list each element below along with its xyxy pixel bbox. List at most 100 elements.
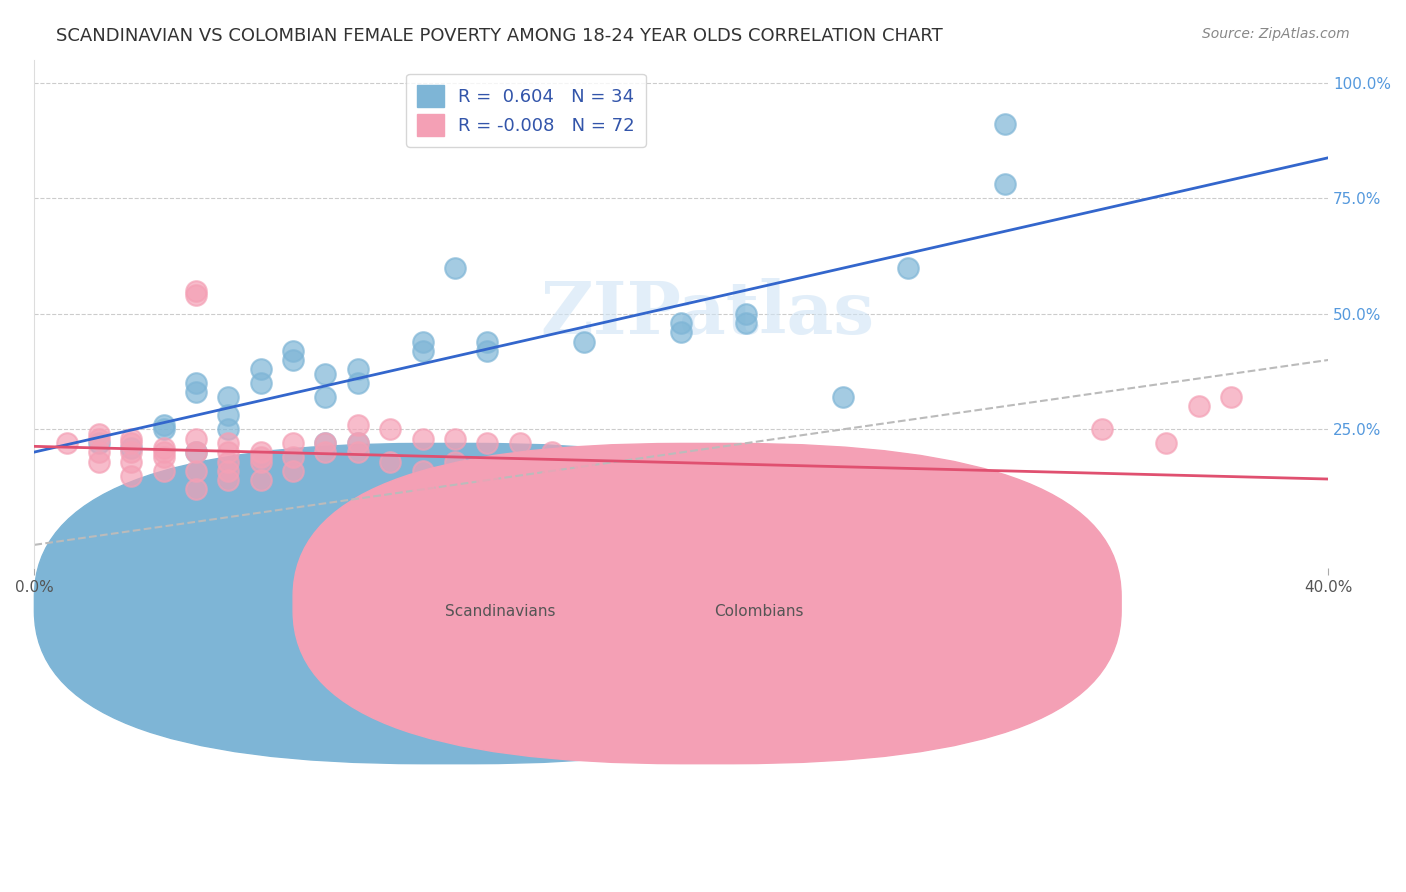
- Point: [314, 436, 336, 450]
- Point: [574, 483, 596, 497]
- Text: Colombians: Colombians: [714, 604, 804, 618]
- Point: [477, 334, 499, 349]
- Point: [638, 473, 661, 487]
- Point: [217, 409, 239, 423]
- Point: [281, 450, 304, 464]
- Point: [120, 441, 142, 455]
- Point: [249, 450, 271, 464]
- Point: [1188, 399, 1211, 413]
- Text: ZIPatlas: ZIPatlas: [540, 278, 875, 350]
- Point: [412, 343, 434, 358]
- Point: [671, 316, 693, 330]
- Point: [346, 445, 368, 459]
- Point: [832, 473, 855, 487]
- Point: [574, 334, 596, 349]
- Point: [865, 473, 887, 487]
- Point: [897, 483, 920, 497]
- Point: [314, 436, 336, 450]
- Point: [87, 426, 110, 441]
- Point: [412, 464, 434, 478]
- Point: [735, 464, 758, 478]
- Point: [184, 385, 207, 400]
- Point: [120, 436, 142, 450]
- Point: [800, 468, 823, 483]
- Point: [217, 455, 239, 469]
- Point: [249, 376, 271, 390]
- Point: [994, 178, 1017, 192]
- Point: [444, 260, 467, 275]
- Point: [314, 445, 336, 459]
- Point: [281, 436, 304, 450]
- Point: [152, 441, 174, 455]
- FancyBboxPatch shape: [292, 443, 1121, 764]
- Point: [574, 455, 596, 469]
- Point: [120, 455, 142, 469]
- Point: [638, 500, 661, 515]
- Point: [671, 483, 693, 497]
- Point: [184, 445, 207, 459]
- Point: [378, 455, 401, 469]
- Point: [120, 432, 142, 446]
- Point: [314, 390, 336, 404]
- Text: Source: ZipAtlas.com: Source: ZipAtlas.com: [1202, 27, 1350, 41]
- Point: [184, 288, 207, 302]
- Point: [735, 316, 758, 330]
- Point: [1091, 422, 1114, 436]
- FancyBboxPatch shape: [34, 443, 862, 764]
- Point: [768, 483, 790, 497]
- Point: [281, 464, 304, 478]
- Point: [606, 468, 628, 483]
- Point: [541, 468, 564, 483]
- Point: [184, 376, 207, 390]
- Point: [477, 473, 499, 487]
- Point: [152, 450, 174, 464]
- Point: [152, 445, 174, 459]
- Point: [249, 445, 271, 459]
- Point: [735, 307, 758, 321]
- Point: [217, 464, 239, 478]
- Point: [249, 362, 271, 376]
- Point: [217, 422, 239, 436]
- Point: [412, 334, 434, 349]
- Point: [87, 432, 110, 446]
- Point: [217, 473, 239, 487]
- Point: [314, 367, 336, 381]
- Point: [184, 432, 207, 446]
- Point: [217, 445, 239, 459]
- Point: [994, 117, 1017, 131]
- Point: [346, 362, 368, 376]
- Point: [249, 455, 271, 469]
- Text: Scandinavians: Scandinavians: [444, 604, 555, 618]
- Point: [120, 468, 142, 483]
- Point: [929, 473, 952, 487]
- Point: [281, 353, 304, 368]
- Point: [832, 515, 855, 529]
- Point: [477, 436, 499, 450]
- Point: [152, 464, 174, 478]
- Point: [281, 343, 304, 358]
- Point: [87, 445, 110, 459]
- Point: [346, 436, 368, 450]
- Point: [509, 436, 531, 450]
- Point: [832, 390, 855, 404]
- Point: [120, 445, 142, 459]
- Point: [1220, 390, 1243, 404]
- Point: [184, 483, 207, 497]
- Point: [378, 422, 401, 436]
- Point: [346, 417, 368, 432]
- Point: [152, 417, 174, 432]
- Point: [671, 464, 693, 478]
- Point: [444, 455, 467, 469]
- Point: [444, 432, 467, 446]
- Point: [184, 445, 207, 459]
- Point: [217, 436, 239, 450]
- Point: [929, 500, 952, 515]
- Point: [1156, 436, 1178, 450]
- Legend: R =  0.604   N = 34, R = -0.008   N = 72: R = 0.604 N = 34, R = -0.008 N = 72: [406, 74, 645, 146]
- Point: [541, 445, 564, 459]
- Point: [55, 436, 77, 450]
- Point: [865, 500, 887, 515]
- Point: [346, 436, 368, 450]
- Point: [217, 390, 239, 404]
- Point: [412, 432, 434, 446]
